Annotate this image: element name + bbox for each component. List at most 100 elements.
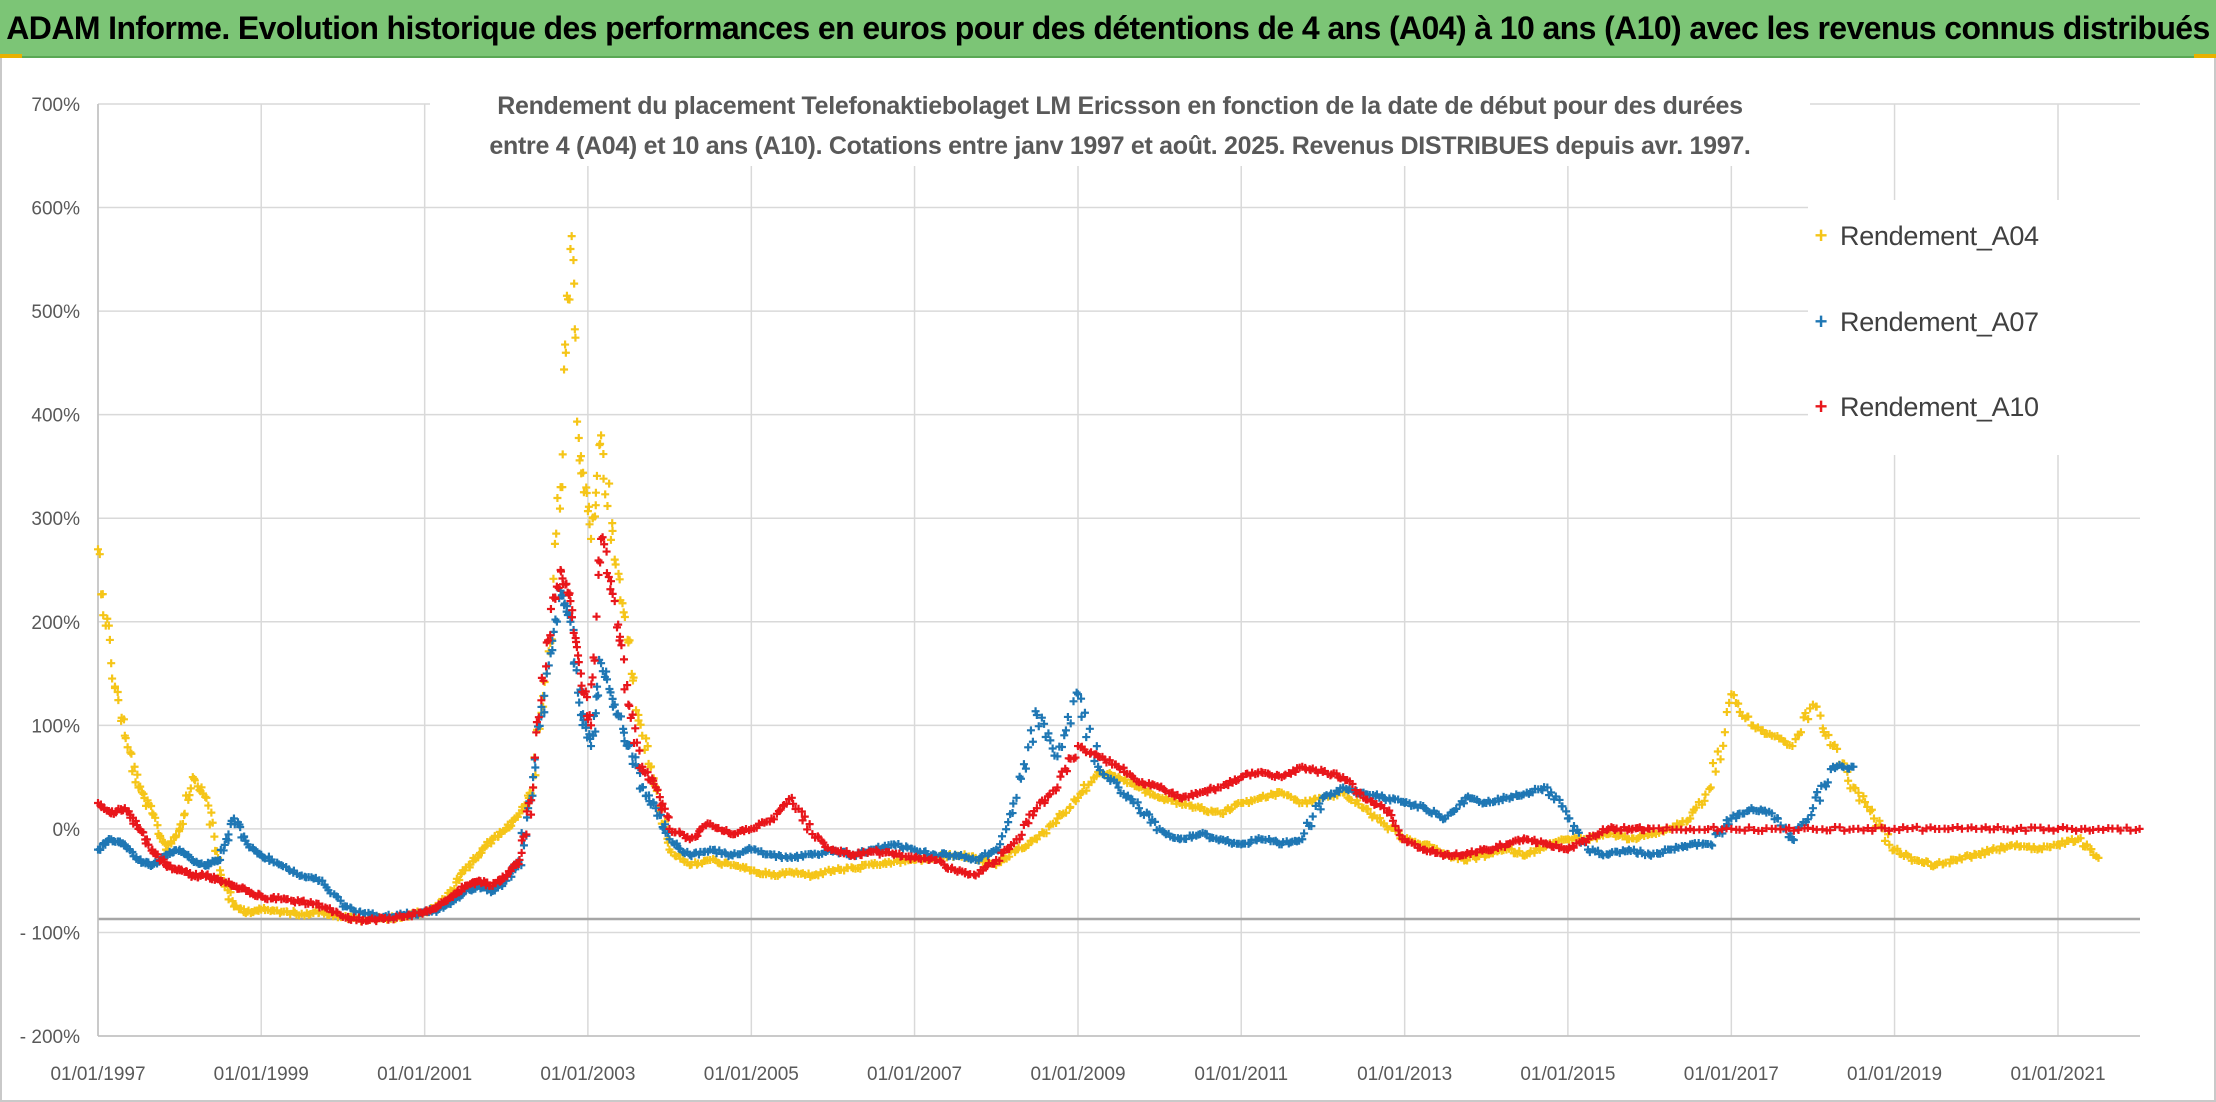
Rendement_A04-point (487, 839, 496, 848)
Rendement_A10-point (2044, 824, 2053, 833)
Rendement_A07-point (1024, 743, 1033, 752)
Rendement_A10-point (2049, 826, 2058, 835)
Rendement_A10-point (2054, 824, 2062, 833)
Rendement_A07-point (617, 712, 626, 721)
Rendement_A10-point (546, 604, 555, 613)
Rendement_A07-point (1823, 778, 1832, 787)
Rendement_A10-point (1681, 826, 1690, 835)
Rendement_A07-point (620, 737, 629, 746)
Rendement_A07-point (236, 823, 245, 832)
y-axis-tick-labels: 700% 600% 500% 400% 300% 200% 100% 0% - 100% - 20… (20, 95, 80, 1048)
Rendement_A07-point (1085, 724, 1094, 733)
Rendement_A04-point (605, 479, 614, 488)
Rendement_A07-point (619, 728, 628, 737)
Rendement_A10-point (872, 846, 881, 855)
Rendement_A04-point (599, 474, 608, 483)
Rendement_A04-point (119, 715, 128, 724)
Rendement_A07-point (519, 841, 528, 850)
Rendement_A04-point (131, 778, 140, 787)
Rendement_A07-point (1708, 841, 1717, 850)
Rendement_A10-point (1264, 769, 1273, 778)
Rendement_A04-point (1706, 783, 1715, 792)
Rendement_A10-point (1758, 826, 1767, 835)
Rendement_A04-point (1052, 819, 1061, 828)
Rendement_A10-point (623, 681, 632, 690)
Rendement_A04-point (558, 450, 567, 459)
Rendement_A04-point (1791, 735, 1800, 744)
Rendement_A07-point (1021, 764, 1030, 773)
Rendement_A10-point (588, 673, 597, 682)
Rendement_A04-point (1701, 790, 1710, 799)
Rendement_A04-point (1078, 788, 1087, 797)
Rendement_A07-point (216, 855, 225, 864)
Rendement_A04-point (540, 677, 549, 686)
Rendement_A07-point (260, 854, 269, 863)
Rendement_A04-point (1829, 742, 1838, 751)
Rendement_A04-point (611, 560, 620, 569)
Rendement_A04-point (1720, 728, 1729, 737)
Rendement_A10-point (530, 753, 539, 762)
Rendement_A07-point (1459, 799, 1468, 808)
legend-item-a10: + Rendement_A10 (1808, 387, 2039, 427)
Rendement_A07-point (1145, 810, 1154, 819)
Rendement_A04-point (1722, 708, 1731, 717)
Rendement_A10-point (539, 676, 548, 685)
plus-marker-icon: + (1814, 309, 1828, 334)
Rendement_A07-point (529, 773, 538, 782)
Rendement_A07-point (1048, 744, 1057, 753)
Rendement_A07-point (1452, 804, 1461, 813)
Rendement_A10-point (1912, 822, 1921, 831)
Rendement_A04-point (147, 801, 156, 810)
Rendement_A04-point (647, 762, 656, 771)
Rendement_A10-point (606, 577, 615, 586)
Rendement_A10-point (592, 612, 601, 621)
Rendement_A07-point (1839, 763, 1848, 772)
Rendement_A07-point (587, 742, 596, 751)
Rendement_A07-point (575, 698, 584, 707)
legend-item-a04: + Rendement_A04 (1808, 216, 2039, 256)
Rendement_A10-point (1569, 843, 1578, 852)
Rendement_A07-point (602, 675, 611, 684)
Rendement_A07-point (1028, 737, 1037, 746)
Rendement_A07-point (318, 876, 327, 885)
Rendement_A04-point (552, 529, 561, 538)
Rendement_A10-point (803, 825, 812, 834)
Rendement_A07-point (1316, 805, 1325, 814)
banner-corner-accent-left (0, 54, 22, 58)
y-tick-label: - 100% (20, 923, 80, 944)
Rendement_A04-point (2094, 853, 2103, 862)
Rendement_A10-point (1863, 824, 1872, 833)
Rendement_A07-point (552, 617, 561, 626)
Rendement_A10-point (1785, 823, 1794, 832)
Rendement_A04-point (2082, 840, 2091, 849)
Rendement_A04-point (98, 590, 107, 599)
Rendement_A04-point (579, 468, 588, 477)
Rendement_A04-point (553, 494, 562, 503)
Rendement_A10-point (598, 533, 607, 542)
Rendement_A07-point (597, 659, 606, 668)
Rendement_A07-point (1082, 733, 1091, 742)
x-axis-tick-labels: 01/01/1997 01/01/1999 01/01/2001 01/01/2003… (50, 1064, 2105, 1085)
Rendement_A10-point (581, 687, 590, 696)
Rendement_A07-point (1543, 783, 1552, 792)
Rendement_A10-point (565, 589, 574, 598)
Rendement_A07-point (1060, 731, 1069, 740)
Rendement_A04-point (582, 488, 591, 497)
Rendement_A07-point (1807, 811, 1816, 820)
Rendement_A04-point (570, 279, 579, 288)
Rendement_A07-point (592, 692, 601, 701)
y-tick-label: 100% (31, 716, 80, 737)
Rendement_A07-point (1815, 796, 1824, 805)
Rendement_A04-point (560, 365, 569, 374)
Rendement_A04-point (178, 819, 187, 828)
Rendement_A04-point (634, 716, 643, 725)
Rendement_A04-point (1861, 798, 1870, 807)
Rendement_A04-point (1816, 711, 1825, 720)
Rendement_A04-point (1799, 713, 1808, 722)
Rendement_A07-point (96, 845, 105, 854)
Rendement_A10-point (625, 701, 634, 710)
Rendement_A04-point (575, 456, 584, 465)
Rendement_A10-point (615, 632, 624, 641)
x-tick-label: 01/01/2011 (1194, 1064, 1288, 1085)
